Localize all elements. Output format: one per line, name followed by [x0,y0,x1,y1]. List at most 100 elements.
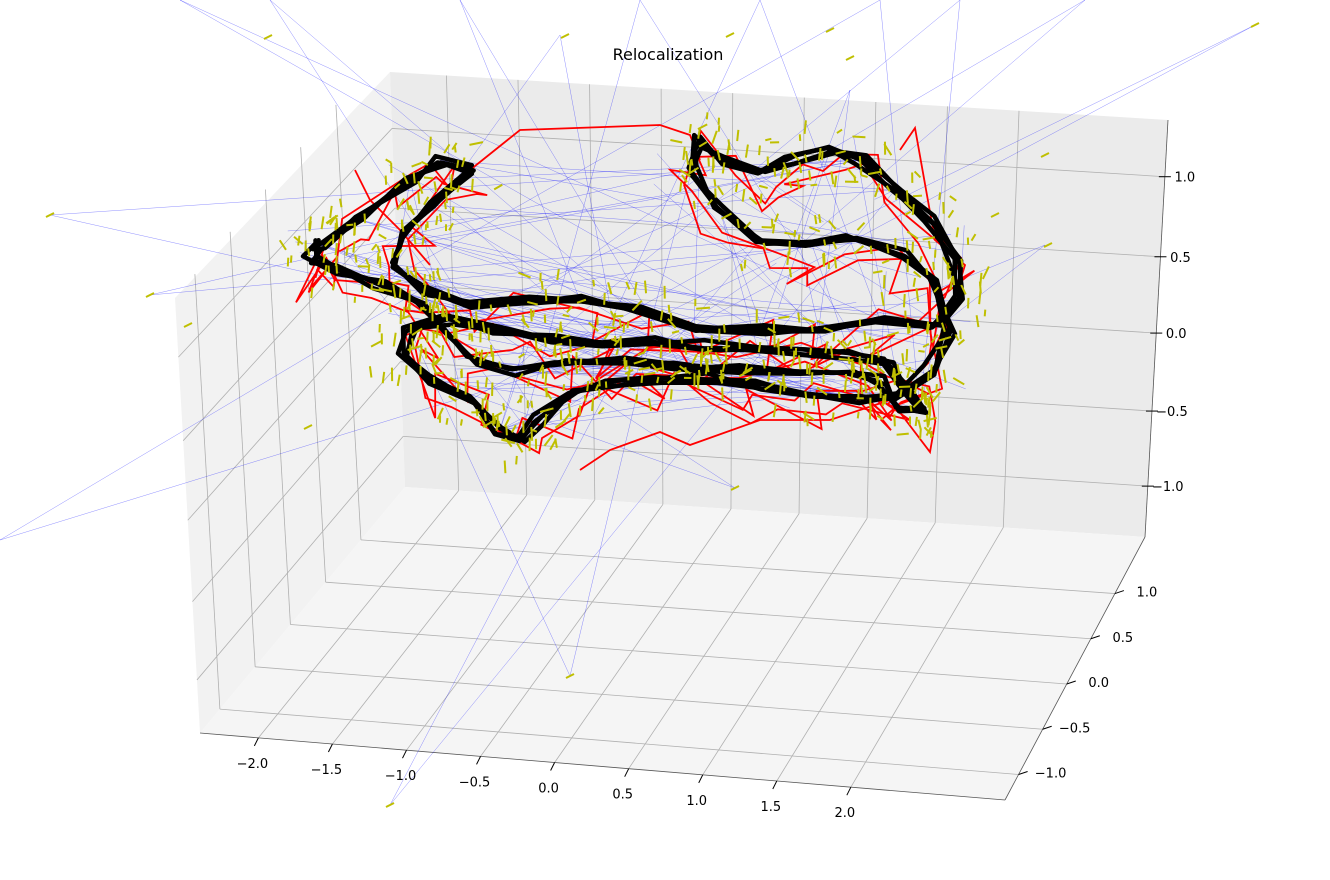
camera-pose-marker [872,353,873,363]
camera-pose-marker [902,353,903,365]
camera-pose-marker [604,293,605,305]
camera-pose-marker [477,409,478,416]
camera-pose-marker [604,327,617,328]
camera-pose-marker [392,248,393,257]
camera-pose-marker [935,250,936,258]
camera-pose-marker [931,365,932,379]
camera-pose-marker [624,323,625,332]
x-tick [773,781,777,789]
camera-pose-marker [542,281,543,290]
camera-pose-marker [708,158,709,167]
camera-pose-marker [491,345,492,357]
camera-pose-marker [437,325,438,338]
camera-pose-marker [824,239,825,245]
camera-pose-marker [948,266,949,280]
camera-pose-marker [926,268,927,275]
camera-pose-marker [461,419,462,425]
camera-pose-marker [476,311,477,322]
camera-pose-marker [852,359,853,371]
camera-pose-marker [833,413,834,422]
camera-pose-marker [774,168,775,177]
camera-pose-marker [698,373,699,386]
camera-pose-marker [298,236,299,246]
camera-pose-marker [939,192,940,199]
camera-pose-marker [900,389,901,397]
camera-pose-marker [580,359,581,371]
camera-pose-marker [426,296,427,304]
camera-pose-marker [794,351,795,360]
camera-pose-marker [910,405,911,411]
camera-pose-marker [726,33,734,37]
camera-pose-marker [516,456,517,465]
x-tick [402,750,406,758]
camera-pose-marker [430,274,431,281]
camera-pose-marker [645,281,646,294]
z-tick-label: 0.0 [1166,327,1187,342]
camera-pose-marker [810,348,811,355]
camera-pose-marker [852,137,865,138]
camera-pose-marker [763,360,764,369]
camera-pose-marker [661,345,662,358]
camera-pose-marker [478,380,479,389]
camera-pose-marker [457,160,458,168]
camera-pose-marker [928,397,929,408]
camera-pose-marker [925,393,926,402]
camera-pose-marker [846,56,854,60]
camera-pose-marker [503,403,504,410]
camera-pose-marker [333,282,334,290]
camera-pose-marker [336,256,337,266]
camera-pose-marker [877,376,878,385]
camera-pose-marker [310,221,311,229]
camera-pose-marker [880,169,881,175]
camera-pose-marker [681,337,682,343]
camera-pose-marker [407,266,408,275]
x-tick-label: 1.5 [760,800,781,815]
camera-pose-marker [456,331,457,339]
camera-pose-marker [711,354,712,364]
camera-pose-marker [768,372,769,381]
camera-pose-marker [414,172,415,183]
x-tick [477,756,481,764]
camera-pose-marker [685,347,686,355]
camera-pose-marker [598,349,599,355]
x-tick-label: 2.0 [834,806,855,821]
camera-pose-marker [424,274,425,285]
camera-pose-marker [894,414,895,426]
camera-pose-marker [561,34,569,38]
camera-pose-marker [528,380,529,386]
camera-pose-marker [655,368,662,369]
camera-pose-marker [485,413,486,421]
camera-pose-marker [453,207,454,213]
camera-pose-marker [864,331,865,342]
camera-pose-marker [415,267,416,279]
camera-pose-marker [615,336,616,342]
camera-pose-marker [457,382,458,392]
camera-pose-marker [599,389,600,397]
camera-pose-marker [669,305,670,313]
camera-pose-marker [929,415,930,426]
camera-pose-marker [907,349,908,361]
camera-pose-marker [912,242,913,253]
camera-pose-marker [719,125,720,131]
camera-pose-marker [951,278,952,290]
camera-pose-marker [871,246,872,254]
camera-pose-marker [455,147,456,153]
camera-pose-marker [533,310,534,317]
camera-pose-marker [446,330,447,341]
x-tick [254,738,258,746]
camera-pose-marker [918,351,924,352]
camera-pose-marker [690,160,691,173]
camera-pose-marker [694,201,695,209]
y-tick-label: 0.0 [1088,676,1109,691]
camera-pose-marker [378,223,379,231]
camera-pose-marker [545,338,546,347]
camera-pose-marker [814,396,815,406]
camera-pose-marker [745,260,746,269]
camera-pose-marker [765,139,771,140]
camera-pose-marker [929,241,930,249]
camera-pose-marker [472,333,473,341]
camera-pose-marker [707,112,708,119]
camera-pose-marker [479,300,480,309]
camera-pose-marker [690,124,691,133]
camera-pose-marker [798,313,799,323]
